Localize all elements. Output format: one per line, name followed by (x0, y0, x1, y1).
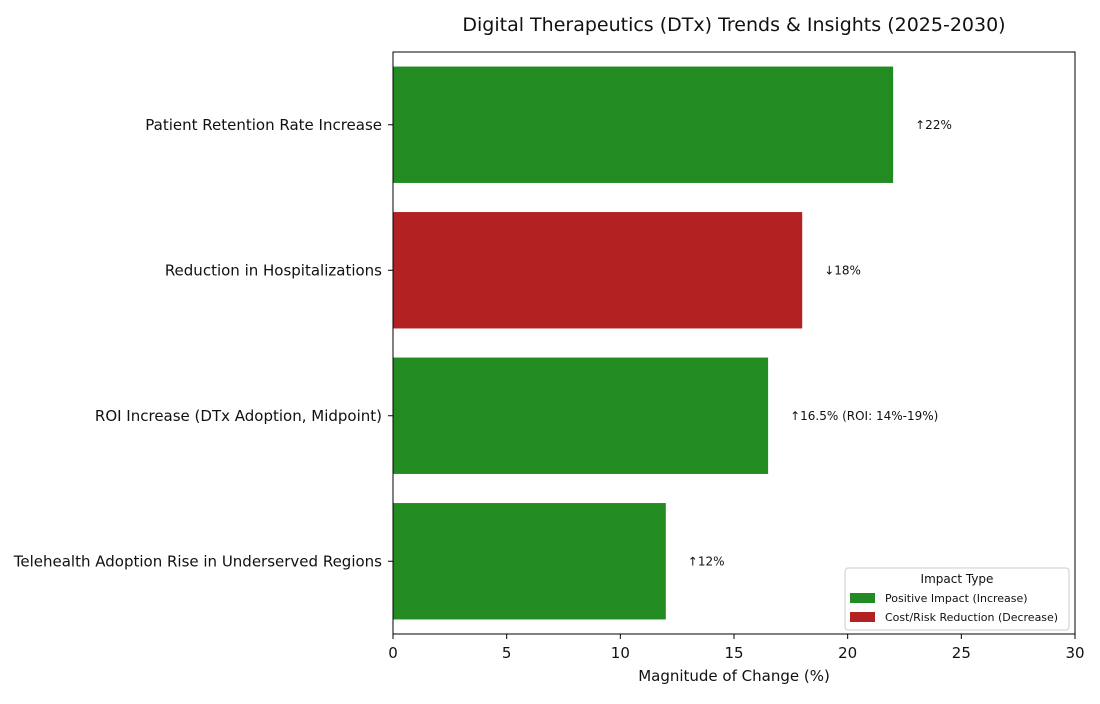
bar (393, 66, 894, 183)
legend-swatch-reduction (850, 612, 875, 622)
chart-title: Digital Therapeutics (DTx) Trends & Insi… (462, 14, 1005, 36)
x-axis: 0 5 10 15 20 25 30 (388, 634, 1085, 662)
legend: Impact Type Positive Impact (Increase) Co… (844, 567, 1070, 631)
bar (393, 212, 803, 329)
x-tick-label: 5 (502, 644, 512, 662)
y-axis-labels: Patient Retention Rate Increase Reduction… (13, 116, 393, 570)
legend-entries: Positive Impact (Increase) Cost/Risk Redu… (850, 592, 1058, 624)
y-tick-label: Patient Retention Rate Increase (145, 116, 382, 134)
x-tick-label: 10 (611, 644, 630, 662)
bar-value-label: ↑12% (688, 554, 725, 568)
x-tick-label: 25 (952, 644, 971, 662)
x-tick-label: 30 (1065, 644, 1084, 662)
x-tick-label: 20 (838, 644, 857, 662)
bar-value-label: ↑22% (915, 118, 952, 132)
x-axis-label: Magnitude of Change (%) (638, 667, 830, 685)
y-tick-label: ROI Increase (DTx Adoption, Midpoint) (95, 407, 382, 425)
legend-title: Impact Type (921, 572, 994, 586)
legend-swatch-positive (850, 593, 875, 603)
y-tick-label: Reduction in Hospitalizations (165, 261, 382, 279)
y-tick-label: Telehealth Adoption Rise in Underserved … (13, 552, 382, 570)
legend-label-positive: Positive Impact (Increase) (885, 592, 1028, 605)
x-tick-label: 15 (724, 644, 743, 662)
bar (393, 357, 769, 474)
bar-labels-layer: ↑22% ↓18% ↑16.5% (ROI: 14%-19%) ↑12% (688, 118, 952, 569)
bars-layer (393, 66, 894, 620)
legend-label-reduction: Cost/Risk Reduction (Decrease) (885, 611, 1058, 624)
bar-value-label: ↓18% (824, 263, 861, 277)
x-tick-label: 0 (388, 644, 398, 662)
legend-box (844, 567, 1070, 631)
bar-value-label: ↑16.5% (ROI: 14%-19%) (790, 409, 938, 423)
bar (393, 503, 666, 620)
